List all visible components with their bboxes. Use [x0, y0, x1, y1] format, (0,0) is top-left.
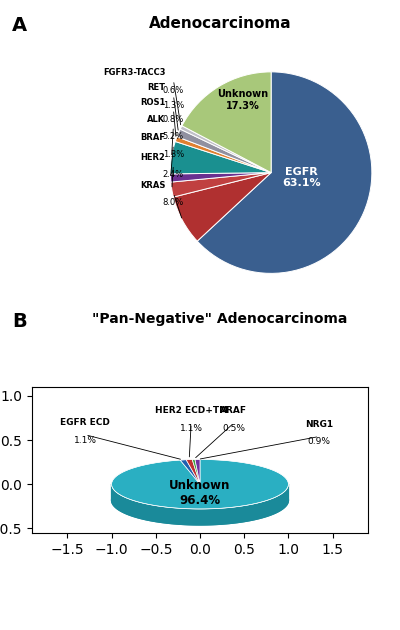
Text: 1.3%: 1.3% [163, 101, 184, 110]
Text: 1.1%: 1.1% [74, 435, 96, 445]
Wedge shape [177, 129, 271, 173]
Text: 8.0%: 8.0% [163, 198, 184, 207]
Text: RET: RET [147, 84, 165, 93]
Wedge shape [171, 173, 271, 197]
Text: 0.5%: 0.5% [222, 424, 245, 433]
Text: ROS1: ROS1 [140, 98, 165, 106]
Text: EGFR ECD: EGFR ECD [60, 418, 110, 427]
Text: B: B [12, 312, 27, 331]
Text: EGFR
63.1%: EGFR 63.1% [282, 167, 321, 188]
Text: FGFR3-TACC3: FGFR3-TACC3 [103, 69, 165, 77]
Wedge shape [175, 137, 271, 173]
Text: BRAF: BRAF [140, 133, 165, 142]
Text: HER2: HER2 [140, 153, 165, 162]
Text: KRAS: KRAS [140, 181, 165, 190]
Text: Unknown
96.4%: Unknown 96.4% [169, 479, 231, 507]
Polygon shape [186, 459, 200, 484]
Text: 1.1%: 1.1% [180, 424, 203, 433]
Text: Unknown
17.3%: Unknown 17.3% [217, 89, 268, 111]
Text: 1.3%: 1.3% [163, 150, 184, 159]
Polygon shape [112, 484, 288, 525]
Wedge shape [180, 126, 271, 173]
Wedge shape [197, 72, 372, 273]
Text: ALK: ALK [147, 115, 165, 123]
Wedge shape [182, 72, 271, 173]
Text: "Pan-Negative" Adenocarcinoma: "Pan-Negative" Adenocarcinoma [92, 312, 348, 326]
Polygon shape [112, 459, 288, 509]
Wedge shape [173, 173, 271, 241]
Text: NRG1: NRG1 [305, 420, 334, 428]
Text: Adenocarcinoma: Adenocarcinoma [149, 16, 291, 31]
Text: HER2 ECD+TM: HER2 ECD+TM [154, 406, 228, 415]
Text: 2.4%: 2.4% [163, 170, 184, 179]
Polygon shape [192, 459, 200, 484]
Text: 5.2%: 5.2% [163, 132, 184, 141]
Text: 0.8%: 0.8% [163, 115, 184, 123]
Text: 0.9%: 0.9% [308, 437, 331, 446]
Text: 0.6%: 0.6% [163, 86, 184, 94]
Polygon shape [180, 460, 200, 484]
Polygon shape [112, 476, 288, 525]
Wedge shape [170, 142, 271, 174]
Wedge shape [170, 173, 271, 182]
Text: ARAF: ARAF [220, 406, 247, 415]
Text: A: A [12, 16, 27, 35]
Polygon shape [195, 459, 200, 484]
